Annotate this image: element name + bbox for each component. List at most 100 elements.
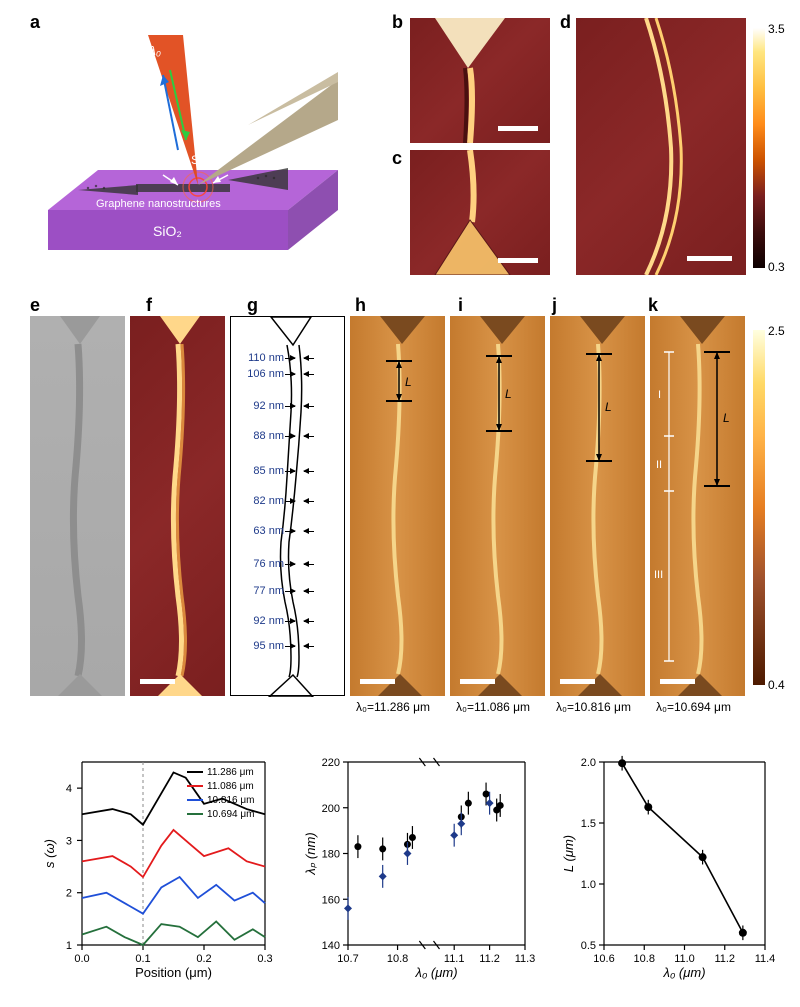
nano-image-j: L (550, 316, 645, 696)
nano-image-d (576, 18, 746, 275)
svg-text:L (μm): L (μm) (561, 835, 576, 872)
svg-text:1: 1 (66, 940, 72, 952)
panel-label-i: i (458, 295, 463, 316)
width-arrow-left (285, 591, 295, 592)
panel-label-k: k (648, 295, 658, 316)
chart-m: 10.710.811.111.211.3140160180200220λ₀ (μ… (300, 750, 535, 985)
svg-text:2: 2 (66, 888, 72, 900)
scalebar-j (560, 679, 595, 684)
svg-text:10.816 μm: 10.816 μm (207, 795, 254, 806)
svg-text:L: L (405, 375, 412, 389)
nano-image-f (130, 316, 225, 696)
width-arrow-right (304, 621, 314, 622)
svg-text:10.6: 10.6 (593, 953, 614, 965)
width-label: 85 nm (236, 465, 284, 477)
width-arrow-right (304, 646, 314, 647)
panel-label-b: b (392, 12, 403, 33)
scalebar-i (460, 679, 495, 684)
lambda-label-h: λ₀=11.286 μm (356, 700, 430, 714)
width-arrow-left (285, 374, 295, 375)
svg-text:11.4: 11.4 (755, 953, 775, 965)
width-arrow-left (285, 646, 295, 647)
svg-text:1.5: 1.5 (581, 818, 596, 830)
svg-text:140: 140 (322, 940, 340, 952)
svg-text:s (ω): s (ω) (42, 839, 57, 868)
width-arrow-right (304, 564, 314, 565)
lambda-label-i: λ₀=11.086 μm (456, 700, 530, 714)
width-arrow-right (304, 374, 314, 375)
svg-text:180: 180 (322, 849, 340, 861)
panel-label-c: c (392, 148, 402, 169)
svg-text:11.1: 11.1 (444, 953, 465, 965)
scalebar-f (140, 679, 175, 684)
svg-text:0.3: 0.3 (257, 953, 272, 965)
svg-text:10.694 μm: 10.694 μm (207, 809, 254, 820)
width-arrow-left (285, 406, 295, 407)
width-arrow-right (304, 358, 314, 359)
panel-label-e: e (30, 295, 40, 316)
svg-text:11.2: 11.2 (479, 953, 500, 965)
colorbar2-max: 2.5 (768, 324, 785, 338)
width-arrow-left (285, 501, 295, 502)
width-arrow-left (285, 621, 295, 622)
svg-text:III: III (654, 569, 663, 581)
svg-text:0.0: 0.0 (74, 953, 89, 965)
scalebar-b (498, 126, 538, 131)
width-arrow-right (304, 591, 314, 592)
width-label: 76 nm (236, 558, 284, 570)
scalebar-k (660, 679, 695, 684)
svg-text:λ₀ (μm): λ₀ (μm) (662, 965, 705, 980)
svg-text:II: II (656, 459, 662, 471)
svg-text:I: I (658, 389, 661, 401)
schematic-svg: λ₀ (28, 20, 358, 270)
width-arrow-right (304, 531, 314, 532)
scalebar-c (498, 258, 538, 263)
width-label: 95 nm (236, 640, 284, 652)
width-label: 92 nm (236, 615, 284, 627)
substrate-label: SiO₂ (153, 223, 182, 239)
svg-text:L: L (723, 411, 730, 425)
lambda-label-j: λ₀=10.816 μm (556, 700, 631, 714)
width-arrow-right (304, 406, 314, 407)
svg-text:Position (μm): Position (μm) (135, 965, 212, 980)
colorbar1-min: 0.3 (768, 260, 785, 274)
width-arrow-left (285, 436, 295, 437)
colorbar-1 (753, 28, 765, 268)
nano-image-h: L (350, 316, 445, 696)
svg-text:0.5: 0.5 (581, 940, 596, 952)
svg-text:2.0: 2.0 (581, 757, 596, 769)
panel-label-g: g (247, 295, 258, 316)
svg-text:200: 200 (322, 803, 340, 815)
svg-text:L: L (605, 400, 612, 414)
svg-text:0.1: 0.1 (135, 953, 150, 965)
width-arrow-right (304, 501, 314, 502)
colorbar2-min: 0.4 (768, 678, 785, 692)
svg-text:0.2: 0.2 (196, 953, 211, 965)
width-arrow-left (285, 471, 295, 472)
svg-text:11.286 μm: 11.286 μm (207, 767, 254, 778)
panel-label-d: d (560, 12, 571, 33)
width-label: 106 nm (236, 368, 284, 380)
nano-image-c (410, 150, 550, 275)
svg-text:11.086 μm: 11.086 μm (207, 781, 254, 792)
width-label: 82 nm (236, 495, 284, 507)
colorbar-2 (753, 330, 765, 685)
spps-label: SPPs (191, 153, 221, 167)
width-label: 88 nm (236, 430, 284, 442)
colorbar1-max: 3.5 (768, 22, 785, 36)
svg-text:4: 4 (66, 783, 72, 795)
svg-text:λₚ (nm): λₚ (nm) (303, 832, 318, 875)
width-arrow-left (285, 358, 295, 359)
svg-text:L: L (505, 387, 512, 401)
scalebar-h (360, 679, 395, 684)
width-arrow-left (285, 564, 295, 565)
nano-image-i: L (450, 316, 545, 696)
width-arrow-right (304, 471, 314, 472)
panel-label-f: f (146, 295, 152, 316)
svg-text:10.8: 10.8 (387, 953, 408, 965)
nano-image-k: L I II III (650, 316, 745, 696)
chart-n: 10.610.811.011.211.40.51.01.52.0λ₀ (μm)L… (560, 750, 775, 985)
svg-text:160: 160 (322, 894, 340, 906)
width-label: 110 nm (236, 352, 284, 364)
sem-image-e (30, 316, 125, 696)
